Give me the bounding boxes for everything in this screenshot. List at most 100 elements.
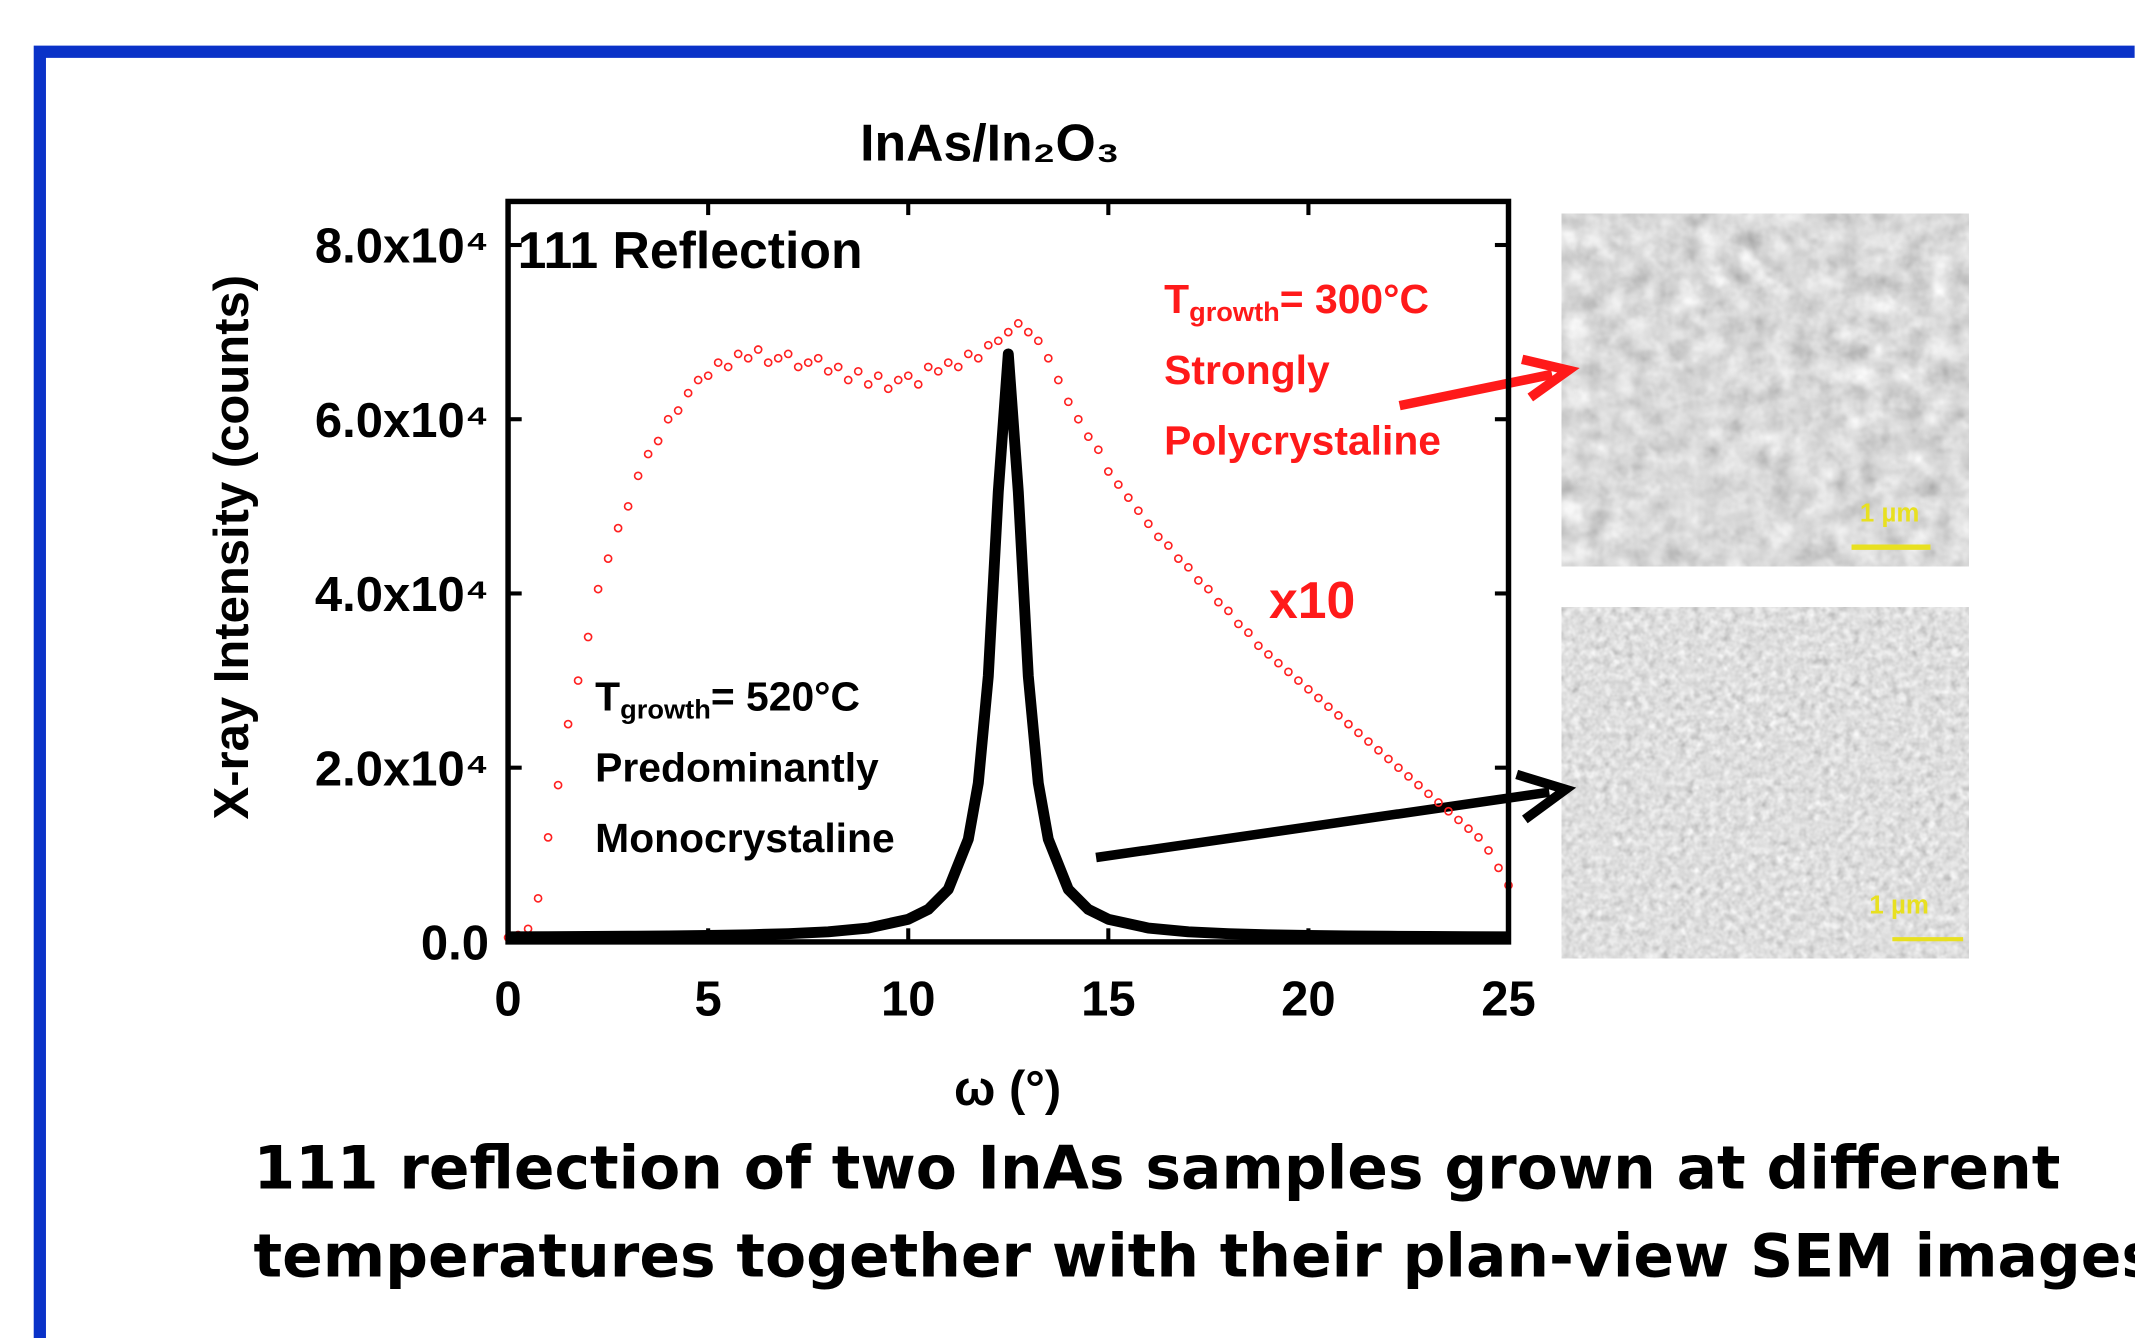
data-point <box>1254 641 1263 651</box>
scale-bar-label: 1 µm <box>1860 499 1919 527</box>
y-tick-label: 8.0x10⁴ <box>315 220 489 274</box>
data-point <box>753 345 763 354</box>
annotation-part: = 520°C <box>711 674 860 720</box>
data-point <box>1204 584 1213 594</box>
data-point <box>673 406 683 415</box>
data-point <box>1324 702 1333 712</box>
data-point <box>1023 327 1033 337</box>
data-point <box>1414 780 1423 790</box>
data-point <box>1063 397 1073 407</box>
data-point <box>553 780 563 790</box>
data-point <box>1264 650 1273 659</box>
data-point <box>943 358 953 367</box>
y-tick-label: 0.0 <box>421 917 489 971</box>
x-axis-label: ω (°) <box>954 1062 1061 1116</box>
data-point <box>1274 658 1283 668</box>
annotation: Predominantly <box>595 744 879 790</box>
data-point <box>1073 414 1083 424</box>
data-point <box>1304 684 1313 694</box>
data-point <box>1194 576 1203 585</box>
data-point <box>793 362 803 372</box>
arrow-head <box>1515 769 1577 824</box>
y-axis-label: X-ray Intensity (counts) <box>205 275 259 820</box>
data-point <box>1294 676 1303 685</box>
annotation: Tgrowth= 300°C <box>1164 276 1429 327</box>
data-point <box>1374 745 1383 755</box>
data-point <box>653 436 663 446</box>
data-point <box>873 371 883 381</box>
data-point <box>1364 737 1373 746</box>
slide-border <box>33 45 2135 1338</box>
annotation-part: growth <box>1189 296 1280 327</box>
data-point <box>773 353 783 363</box>
data-point <box>1344 719 1353 729</box>
data-point <box>583 632 593 642</box>
data-point <box>1424 789 1433 799</box>
data-point <box>1314 693 1323 703</box>
scale-bar-label: 1 µm <box>1869 891 1928 919</box>
data-point <box>1033 336 1043 346</box>
data-point <box>1053 375 1063 385</box>
data-point <box>843 375 853 385</box>
data-point <box>833 362 843 372</box>
x-tick-label: 20 <box>1281 972 1336 1026</box>
data-point <box>603 554 613 563</box>
data-point <box>593 584 603 594</box>
data-point <box>613 523 623 533</box>
annotation: Monocrystaline <box>595 815 894 861</box>
data-point <box>1214 597 1223 607</box>
data-line <box>508 348 1509 943</box>
data-point <box>903 371 913 381</box>
data-point <box>993 336 1003 346</box>
data-point <box>933 366 943 376</box>
data-point <box>1003 327 1013 337</box>
data-point <box>823 366 833 376</box>
data-point <box>1474 833 1483 842</box>
data-point <box>1334 711 1343 720</box>
data-point <box>1394 763 1403 773</box>
x-tick-label: 15 <box>1081 972 1136 1026</box>
data-point <box>1224 606 1233 616</box>
data-point <box>643 449 653 459</box>
data-point <box>1244 628 1253 638</box>
arrow <box>1095 787 1551 863</box>
x-tick-label: 5 <box>695 972 722 1026</box>
x-tick-label: 25 <box>1481 972 1536 1026</box>
data-point <box>1133 506 1143 516</box>
data-point <box>563 719 573 729</box>
data-point <box>573 676 583 685</box>
data-point <box>1404 772 1413 781</box>
annotation-part: = 300°C <box>1280 276 1429 322</box>
data-point <box>723 362 733 372</box>
data-point <box>1284 667 1293 677</box>
y-tick-label: 2.0x10⁴ <box>315 742 489 796</box>
data-point <box>863 380 873 389</box>
data-point <box>783 349 793 359</box>
sem-image <box>1561 213 1969 567</box>
data-point <box>543 833 553 842</box>
data-point <box>1494 863 1503 873</box>
y-tick-label: 4.0x10⁴ <box>315 568 489 622</box>
data-point <box>913 380 923 389</box>
data-point <box>1123 493 1133 502</box>
sem-image <box>1561 607 1969 959</box>
data-point <box>1444 806 1453 816</box>
annotation: Strongly <box>1164 347 1330 393</box>
data-point <box>633 471 643 481</box>
data-point <box>1234 619 1243 629</box>
data-point <box>703 371 713 381</box>
data-point <box>953 362 963 372</box>
data-point <box>1154 532 1163 542</box>
data-point <box>1384 754 1393 764</box>
data-point <box>1174 554 1183 563</box>
data-point <box>1113 480 1123 489</box>
data-point <box>663 414 673 424</box>
data-point <box>1103 467 1113 476</box>
caption: temperatures together with their plan-vi… <box>254 1222 2135 1292</box>
arrow <box>1398 369 1554 411</box>
data-point <box>983 340 993 350</box>
data-point <box>963 349 973 359</box>
data-point <box>763 358 773 367</box>
data-point <box>1434 798 1443 807</box>
